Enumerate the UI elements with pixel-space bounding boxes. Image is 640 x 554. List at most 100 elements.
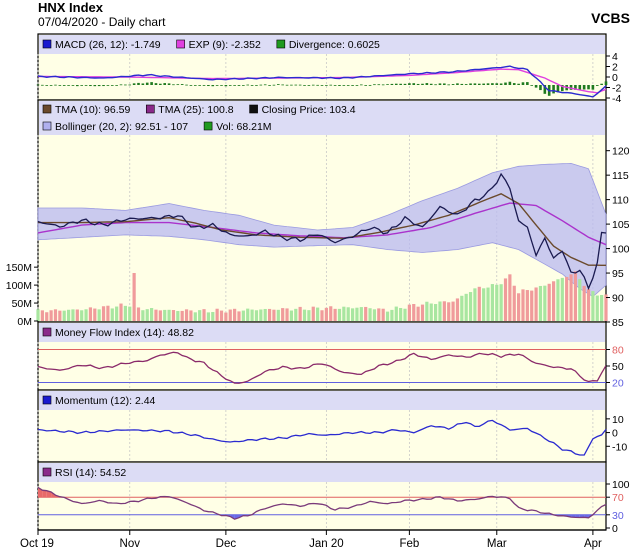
divergence-bar [530,85,534,86]
volume-bar-up [368,308,372,321]
volume-bar-up [359,307,363,321]
x-tick-label: Nov [120,538,141,550]
divergence-bar [263,84,267,86]
black-square-icon [249,104,258,114]
y-tick-label: 50 [612,361,624,373]
divergence-bar [595,85,599,86]
volume-bar-down [184,309,189,321]
divergence-bar [342,85,346,86]
legend-label: TMA (25): 100.8 [158,104,233,116]
divergence-bar [473,83,477,85]
volume-bar-up [36,309,40,321]
volume-bar-down [534,287,538,321]
volume-bar-down [224,312,228,321]
magenta-square-icon [176,39,185,49]
divergence-bar [41,84,44,86]
volume-tick-label: 150M [6,262,32,274]
divergence-bar [172,84,175,86]
volume-bar-up [337,308,342,321]
divergence-bar [526,82,529,85]
volume-bar-down [58,310,62,321]
divergence-bar [521,82,525,85]
purple-square-icon [42,327,52,337]
legend-label: Bollinger (20, 2): 92.51 - 107 [55,121,188,133]
volume-bar-down [285,308,289,321]
divergence-bar [124,84,127,86]
divergence-bar [569,85,573,90]
volume-bar-up [399,307,403,321]
divergence-bar [237,85,241,86]
divergence-bar [325,85,328,86]
brown-square-icon [42,104,52,114]
divergence-bar [163,83,167,85]
volume-bar-down [189,310,193,321]
volume-bar-down [333,308,337,321]
volume-bar-down [451,301,455,321]
volume-bar-up [342,306,346,321]
green-square-icon [203,121,213,131]
divergence-bar [364,85,367,86]
y-tick-label: 120 [612,146,630,158]
volume-bar-down [219,310,224,321]
y-tick-label: -4 [612,93,621,105]
volume-bar-up [211,312,215,321]
divergence-bar [556,85,560,93]
volume-bar-up [438,301,442,321]
divergence-bar [97,85,101,87]
divergence-bar [176,84,180,86]
volume-bar-down [551,281,556,321]
volume-bar-down [530,290,534,321]
volume-bar-down [412,304,416,321]
divergence-bar [316,84,319,86]
divergence-bar [346,85,350,86]
volume-bar-down [136,307,141,321]
volume-bar-up [110,308,114,321]
volume-bar-up [346,307,350,321]
divergence-bar [508,81,512,85]
y-tick-label: 110 [612,195,629,207]
divergence-bar [491,83,494,85]
legend-label: Divergence: 0.6025 [289,39,380,51]
y-tick-label: 0 [612,523,618,535]
divergence-bar [154,83,158,85]
legend-label: Closing Price: 103.4 [262,104,356,116]
volume-bar-up [128,306,132,321]
volume-bar-up [538,285,543,321]
volume-bar-up [429,303,433,321]
divergence-bar [425,83,429,85]
x-tick-label: Dec [216,538,237,550]
divergence-bar [150,82,153,85]
x-tick-label: Apr [584,538,602,550]
volume-bar-up [241,310,245,321]
volume-bar-up [486,287,490,321]
y-tick-label: 0 [612,428,618,440]
divergence-bar [495,83,499,85]
divergence-bar [486,83,490,85]
brand-label: VCBS [591,10,630,26]
volume-bar-down [132,272,136,321]
divergence-bar [215,85,219,86]
legend-label: MACD (26, 12): -1.749 [55,39,161,51]
divergence-bar [600,83,603,85]
legend-label: EXP (9): -2.352 [189,39,261,51]
volume-bar-up [460,295,464,321]
volume-bar-down [477,286,481,321]
divergence-bar [268,85,271,86]
divergence-bar [290,84,293,86]
volume-bar-up [372,309,377,321]
y-tick-label: 115 [612,170,629,182]
bollinger-band [37,162,607,297]
momentum-panel-legend-bar [39,391,605,410]
volume-bar-up [193,312,197,321]
divergence-bar [386,84,389,85]
divergence-bar [368,84,372,86]
volume-bar-down [582,285,586,321]
divergence-bar [58,85,62,86]
divergence-bar [464,84,468,85]
divergence-bar [71,85,75,86]
volume-bar-up [390,309,394,321]
divergence-bar [303,85,306,86]
volume-bar-up [254,310,259,321]
divergence-bar [45,85,49,86]
purple-square-icon [42,467,52,477]
